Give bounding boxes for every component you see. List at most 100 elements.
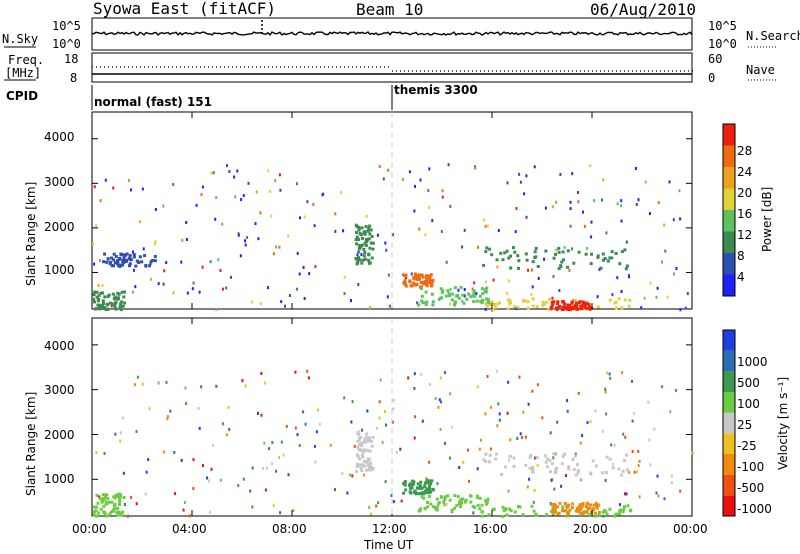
velocity-cell: [574, 452, 577, 456]
power-patch-4: [623, 298, 627, 302]
power-patch-0: [110, 302, 114, 306]
power-patch-2: [355, 242, 359, 246]
velocity-patch-2: [411, 483, 415, 486]
power-cell: [620, 290, 623, 293]
power-patch-0: [102, 302, 105, 305]
velocity-cell: [318, 422, 321, 426]
velocity-cell: [656, 474, 659, 478]
power-patch-6: [608, 256, 612, 260]
power-cell: [586, 246, 589, 250]
power-cell: [527, 268, 530, 272]
velocity-patch-1: [365, 432, 369, 436]
velocity-cell: [445, 502, 448, 506]
velocity-cell: [341, 471, 344, 475]
power-patch-6: [590, 252, 593, 256]
power-cell: [104, 178, 107, 182]
power-patch-7: [431, 303, 435, 307]
velocity-cell: [670, 481, 673, 485]
velocity-patch-6: [426, 501, 430, 504]
velocity-patch-1: [369, 465, 373, 469]
velocity-patch-3: [587, 513, 591, 517]
velocity-patch-6: [426, 505, 430, 509]
velocity-cell: [262, 466, 265, 470]
power-patch-7: [421, 301, 425, 305]
velocity-cell: [210, 467, 213, 471]
power-colorbar-swatch-3: [723, 210, 735, 232]
velocity-patch-6: [435, 497, 439, 501]
velocity-cell: [271, 462, 273, 466]
power-cell: [254, 222, 257, 226]
power-patch-3: [417, 273, 421, 277]
power-patch-2: [360, 243, 364, 247]
velocity-patch-5: [512, 456, 516, 460]
velocity-patch-5: [535, 456, 539, 460]
velocity-patch-2: [417, 492, 421, 496]
power-cell: [530, 293, 533, 296]
velocity-patch-3: [545, 513, 548, 517]
power-patch-1: [132, 252, 136, 256]
power-patch-0: [117, 292, 121, 296]
power-cell: [519, 180, 522, 184]
power-patch-5: [568, 303, 571, 307]
power-patch-4: [548, 297, 552, 301]
velocity-patch-4: [570, 506, 574, 510]
power-cell: [287, 234, 290, 238]
velocity-patch-4: [557, 511, 561, 515]
velocity-patch-3: [509, 509, 513, 513]
power-cell: [427, 189, 430, 193]
velocity-patch-0: [116, 492, 120, 496]
velocity-cell: [439, 400, 442, 404]
velocity-cell: [524, 435, 527, 439]
velocity-patch-0: [117, 510, 121, 514]
velocity-cell: [294, 370, 297, 374]
power-cell: [110, 304, 113, 308]
velocity-cell: [579, 441, 582, 445]
power-patch-7: [444, 294, 448, 298]
velocity-patch-6: [422, 496, 426, 500]
power-colorbar-swatch-7: [723, 124, 735, 146]
power-cell: [139, 220, 142, 224]
velocity-cell: [507, 380, 510, 384]
power-patch-5: [583, 304, 587, 308]
power-cell: [244, 239, 247, 243]
power-patch-3: [428, 280, 432, 284]
power-patch-7: [454, 300, 457, 304]
power-cell: [259, 302, 262, 306]
power-patch-0: [100, 304, 104, 308]
velocity-patch-6: [484, 499, 487, 503]
power-patch-7: [465, 297, 469, 301]
power-cell: [172, 291, 175, 295]
velocity-patch-6: [419, 507, 423, 511]
power-patch-6: [495, 258, 499, 262]
power-patch-7: [440, 296, 444, 300]
velocity-patch-3: [608, 507, 612, 511]
velocity-patch-4: [578, 503, 582, 507]
velocity-patch-1: [366, 439, 370, 443]
velocity-cell: [361, 428, 363, 432]
power-cell: [240, 198, 243, 201]
power-patch-4: [496, 302, 500, 306]
power-patch-1: [120, 263, 123, 267]
power-patch-7: [417, 303, 421, 307]
velocity-cell: [428, 460, 431, 464]
velocity-cell: [467, 448, 469, 452]
power-cell: [634, 167, 637, 170]
power-cell: [157, 282, 160, 286]
velocity-patch-1: [356, 439, 360, 443]
velocity-cell: [198, 426, 201, 430]
power-cell: [154, 240, 157, 244]
velocity-cell: [532, 500, 535, 504]
power-patch-1: [128, 264, 131, 268]
velocity-patch-6: [473, 505, 477, 509]
velocity-patch-6: [453, 506, 457, 510]
velocity-cell: [604, 478, 607, 482]
vcb-tick-1: 500: [737, 376, 760, 390]
velocity-patch-4: [594, 501, 598, 505]
velocity-patch-0: [119, 513, 123, 517]
power-cell: [230, 275, 232, 279]
nsearch-label: N.Search: [746, 29, 800, 43]
power-cell: [302, 265, 305, 269]
power-cell: [445, 260, 448, 264]
velocity-cell: [351, 400, 354, 404]
power-patch-3: [429, 279, 433, 283]
